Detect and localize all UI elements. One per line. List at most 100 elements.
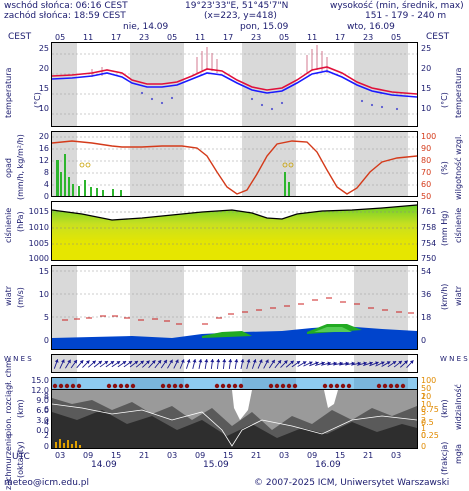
wind-arrow <box>400 360 408 368</box>
cloud-layer-dot <box>166 383 172 389</box>
wind-arrow <box>234 358 239 370</box>
wind-arrow <box>297 361 307 367</box>
tick-label: 1 <box>421 424 427 433</box>
day-label: 15.09 <box>203 460 229 470</box>
cloud-layer-dot <box>130 383 136 389</box>
humidity-ticks: 100 90 80 70 60 50 <box>421 132 439 202</box>
wind-arrow <box>216 358 221 370</box>
wind-panel <box>51 265 418 350</box>
precip-unit: (mm/h, kg/m²/h) <box>16 134 25 200</box>
tick-label: 90 <box>421 144 432 153</box>
wind-arrow <box>280 360 288 368</box>
wind-arrow <box>129 360 139 368</box>
wind-arrow <box>381 361 391 367</box>
visibility-label: widzialność <box>454 384 463 430</box>
cloud-layer-dot <box>124 383 130 389</box>
tick-label: 4 <box>43 418 49 427</box>
tick-label: 1005 <box>28 239 49 248</box>
tick-label: 10 <box>38 104 49 113</box>
tick-label: 20 <box>421 64 432 73</box>
wind-direction-panel <box>51 354 418 373</box>
tick-label: 8 <box>43 392 49 401</box>
fog-ticks: 1 0.75 0.5 0.25 0 <box>421 392 441 451</box>
tick-label: 750 <box>421 254 437 263</box>
tick-label: 25 <box>38 44 49 53</box>
wind-arrow <box>87 360 97 368</box>
hour-tick-label: 09 <box>195 451 206 460</box>
tick-label: 15.0 <box>31 376 49 385</box>
wind-arrow <box>274 359 282 369</box>
precip-panel <box>51 131 418 197</box>
temperature-unit-right: (°C) <box>440 92 449 108</box>
tick-label: 761 <box>421 207 437 216</box>
wind-arrow <box>268 359 276 369</box>
tick-label: 100 <box>421 376 437 385</box>
tick-label: 5 <box>43 313 49 322</box>
wind-arrow <box>309 361 319 367</box>
cloud-layer-dot <box>64 383 70 389</box>
tick-label: 1 <box>421 392 427 401</box>
tick-label: 754 <box>421 239 437 248</box>
wind-arrow <box>251 359 257 369</box>
day-label: 14.09 <box>91 460 117 470</box>
cloud-layer-dot <box>118 383 124 389</box>
tick-label: 6.0 <box>36 406 49 415</box>
tick-label: 1000 <box>28 254 49 263</box>
cloud-layer-dot <box>340 383 346 389</box>
wind-arrow <box>204 358 209 370</box>
wind-arrow <box>142 360 150 368</box>
cloud-extent-label: pion. rozciągł. chm. <box>4 357 13 436</box>
pressure-unit-right: (mm Hg) <box>440 210 449 246</box>
tz-bottom-label: UTC <box>12 452 30 462</box>
wind-arrow <box>291 360 301 368</box>
temperature-label-right: temperatura <box>454 67 463 118</box>
cloud-layer-dot <box>394 383 400 389</box>
cloud-layer-dot <box>184 383 190 389</box>
tick-label: 4 <box>43 180 49 189</box>
hour-tick-label: 15 <box>111 451 122 460</box>
cloud-layer-dot <box>220 383 226 389</box>
wind-arrow <box>263 359 269 369</box>
cloud-extent-unit: (km) <box>16 399 25 418</box>
pressure-graph <box>52 202 417 260</box>
cloud-layer-dot <box>52 383 58 389</box>
tick-label: 12.0 <box>31 386 49 395</box>
wind-arrow <box>315 361 325 366</box>
wind-arrow <box>222 358 227 370</box>
hour-tick-label: 05 <box>391 33 402 42</box>
wind-arrow <box>357 361 367 366</box>
hour-tick-label: 09 <box>307 451 318 460</box>
footer-email[interactable]: meteo@icm.edu.pl <box>4 478 89 488</box>
precip-label: opad <box>4 158 13 178</box>
hour-tick-label: 05 <box>279 33 290 42</box>
fog-label: mgła <box>454 443 463 464</box>
tick-label: 5 <box>421 408 427 417</box>
tick-label: 0.75 <box>421 405 439 414</box>
tick-label: 50 <box>421 192 432 201</box>
wind-arrow <box>406 360 414 368</box>
cloud-layer-dot <box>238 383 244 389</box>
tick-label: 10 <box>421 104 432 113</box>
cloud-layer-dot <box>232 383 238 389</box>
tick-label: 0.5 <box>421 418 434 427</box>
hour-tick-label: 21 <box>251 451 262 460</box>
hour-tick-label: 21 <box>363 451 374 460</box>
hour-tick-label: 03 <box>55 451 66 460</box>
tick-label: 20 <box>38 64 49 73</box>
cloud-layer-dot <box>274 383 280 389</box>
tick-label: 18 <box>421 313 432 322</box>
wind-arrow <box>351 361 361 366</box>
wind-arrow <box>228 358 233 370</box>
cloud-layer-dot <box>172 383 178 389</box>
wind-arrow <box>198 359 203 369</box>
pressure-label-right: ciśnienie <box>454 207 463 243</box>
wind-arrow <box>246 359 251 369</box>
tick-label: 0 <box>421 431 427 440</box>
tick-label: 1010 <box>28 223 49 232</box>
temperature-ticks-left: 25 20 15 10 <box>33 44 49 124</box>
tick-label: 9.0 <box>36 396 49 405</box>
wind-arrow <box>179 359 185 369</box>
hour-tick-label: 11 <box>195 33 206 42</box>
tick-label: 758 <box>421 223 437 232</box>
cloud-cover-panel <box>51 389 418 449</box>
